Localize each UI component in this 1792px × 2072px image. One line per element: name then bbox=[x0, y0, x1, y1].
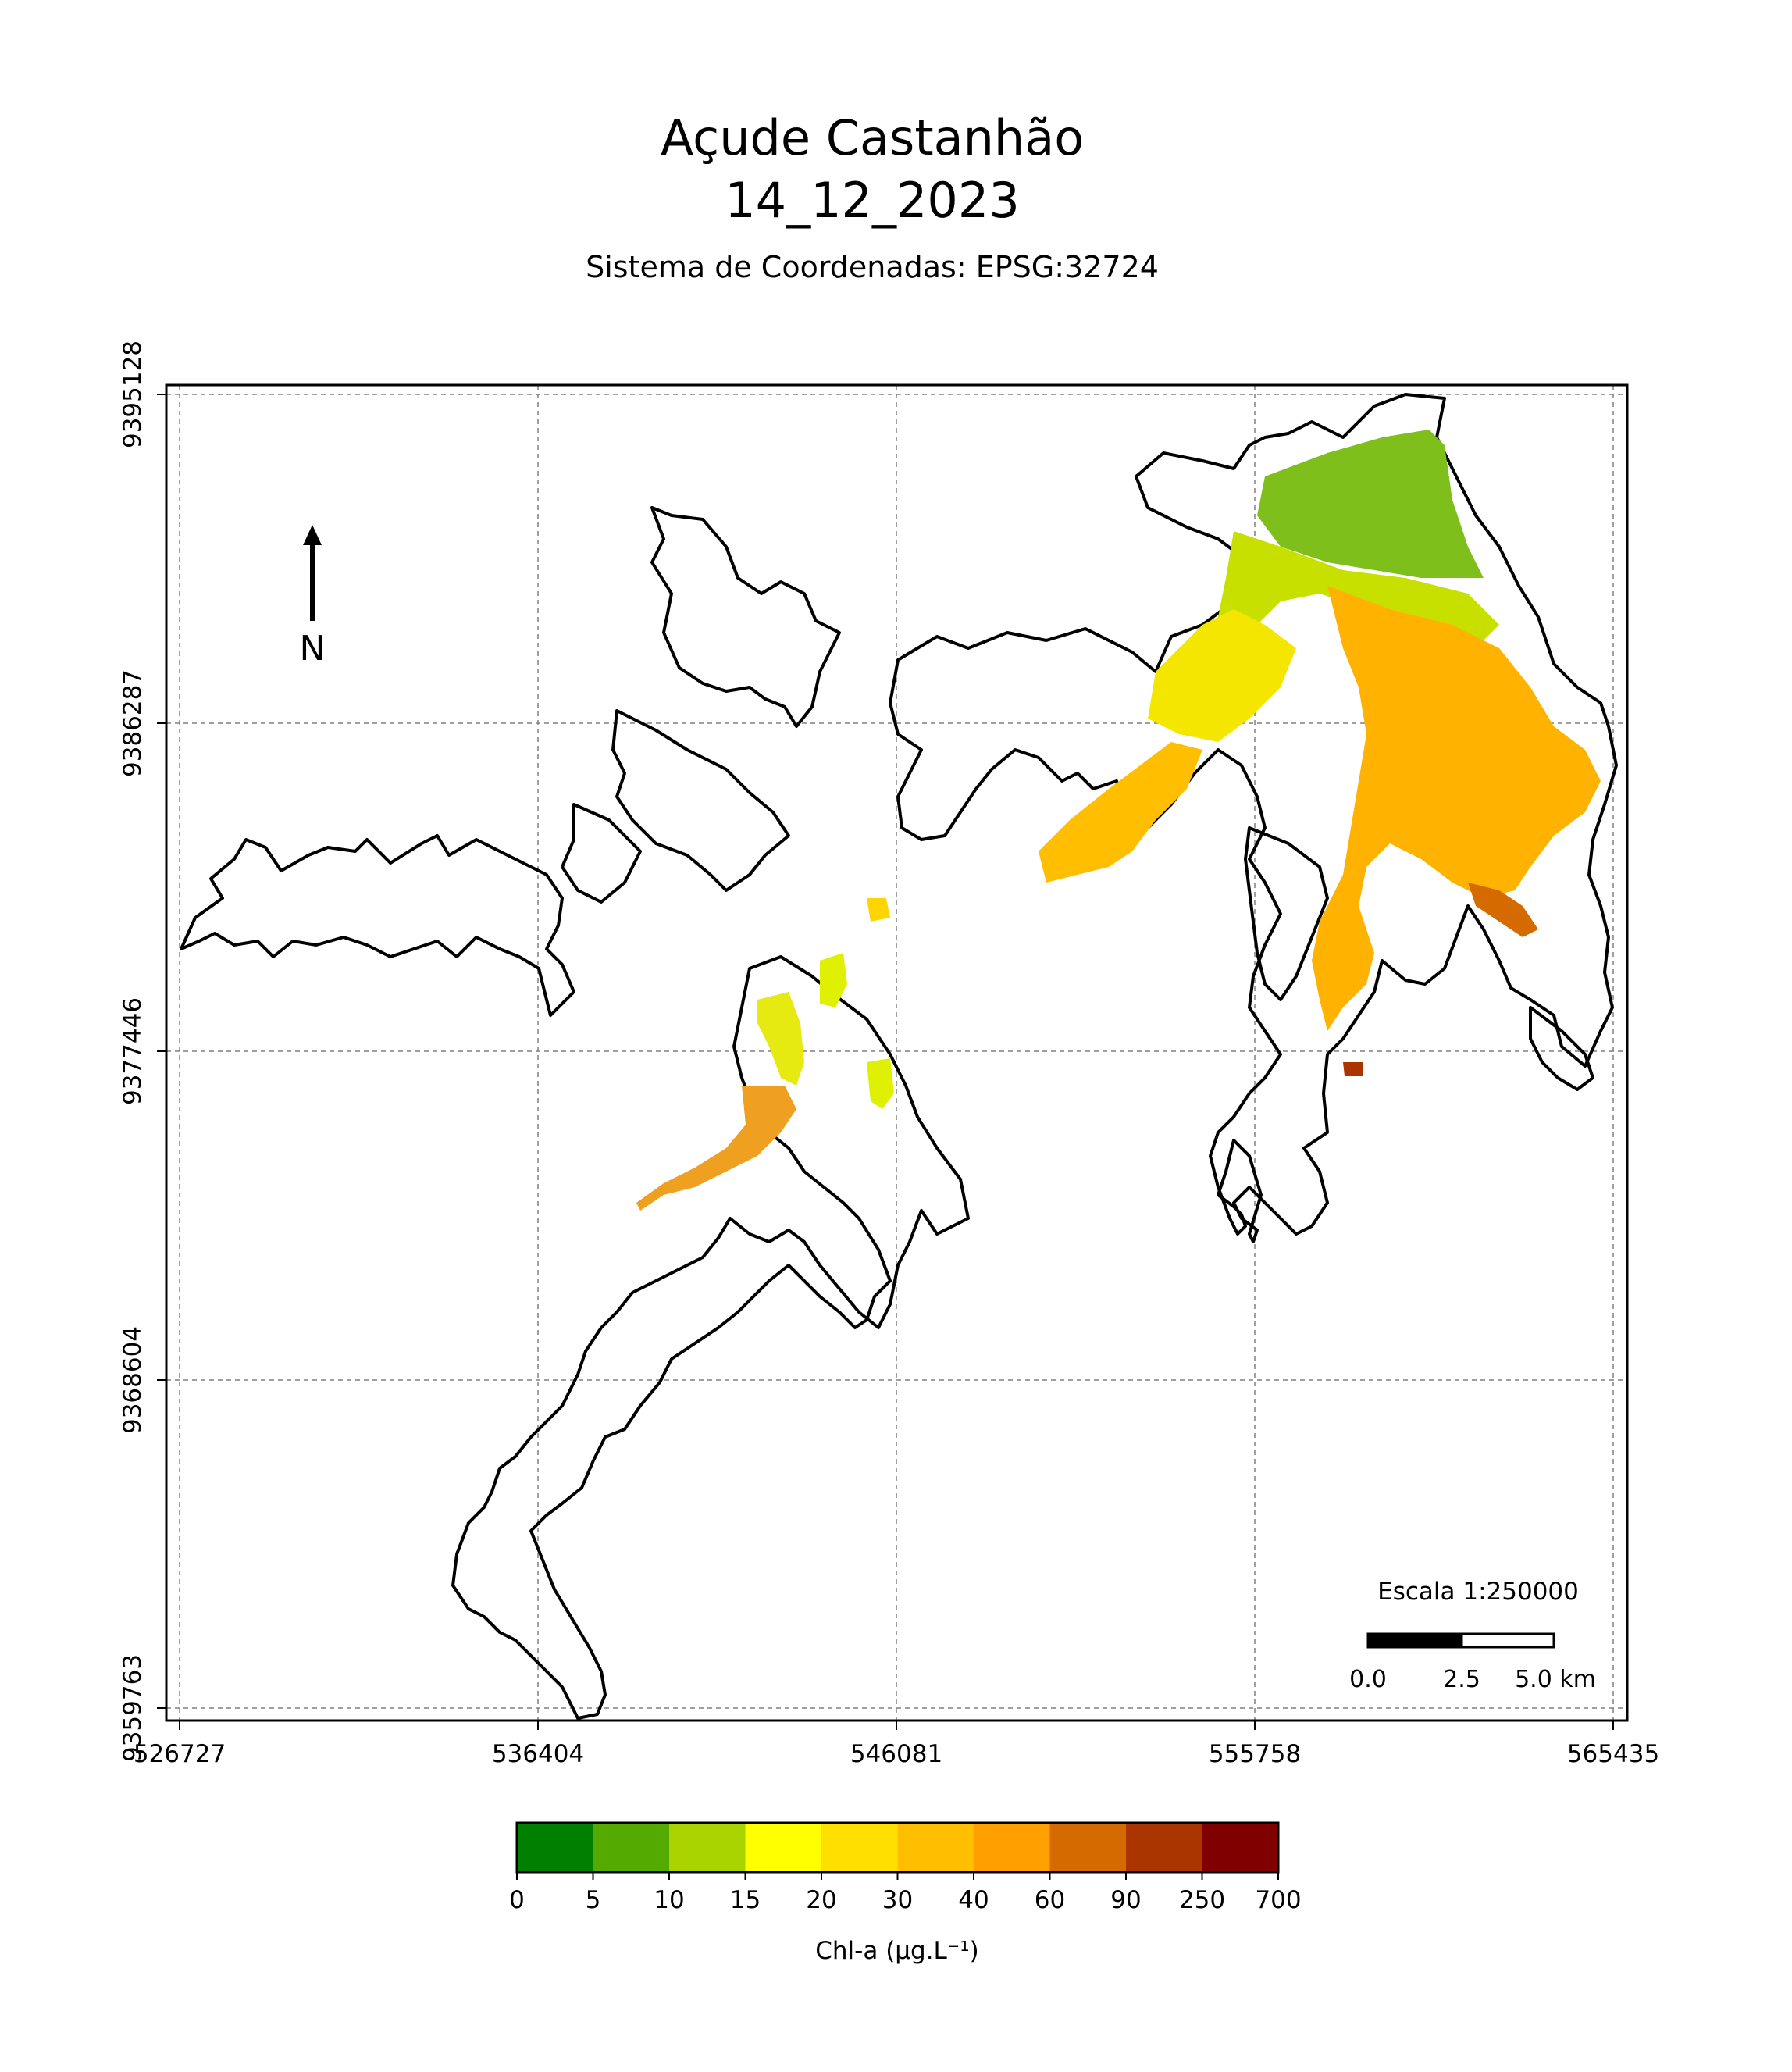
colorbar-swatch bbox=[821, 1823, 898, 1872]
colorbar-tick-label: 30 bbox=[882, 1886, 913, 1914]
colorbar-tick-label: 15 bbox=[730, 1886, 761, 1914]
colorbar-tick-label: 5 bbox=[586, 1886, 601, 1914]
chl-central-island-yellow bbox=[820, 953, 847, 1007]
scale-bar-label-1: 2.5 bbox=[1443, 1666, 1480, 1693]
colorbar-tick-label: 40 bbox=[958, 1886, 989, 1914]
x-tick-label: 526727 bbox=[134, 1740, 226, 1768]
chl-small-orange bbox=[867, 898, 890, 922]
x-axis-tick-labels: 526727 536404 546081 555758 565435 bbox=[134, 1721, 1659, 1768]
x-tick-label: 565435 bbox=[1567, 1740, 1659, 1768]
colorbar-ticks: 0 5 10 15 20 30 40 60 90 250 700 bbox=[509, 1872, 1302, 1914]
y-tick-label: 9368604 bbox=[119, 1326, 147, 1434]
x-tick-label: 555758 bbox=[1209, 1740, 1301, 1768]
north-arrow-label: N bbox=[300, 629, 326, 669]
colorbar-swatches bbox=[517, 1823, 1279, 1872]
map-panel bbox=[165, 383, 1629, 1722]
colorbar-swatch bbox=[669, 1823, 746, 1872]
y-axis-tick-labels: 9395128 9386287 9377446 9368604 9359763 bbox=[119, 341, 166, 1762]
colorbar-tick-label: 60 bbox=[1035, 1886, 1065, 1914]
colorbar-swatch bbox=[1202, 1823, 1279, 1872]
colorbar-tick-label: 250 bbox=[1179, 1886, 1225, 1914]
colorbar-tick-label: 700 bbox=[1255, 1886, 1301, 1914]
x-tick-label: 536404 bbox=[492, 1740, 584, 1768]
reservoir-outline bbox=[180, 393, 1618, 1720]
colorbar-tick-label: 20 bbox=[806, 1886, 836, 1914]
colorbar-swatch bbox=[593, 1823, 670, 1872]
chl-northwest-yellow bbox=[1148, 609, 1296, 742]
x-tick-label: 546081 bbox=[850, 1740, 942, 1768]
colorbar-swatch bbox=[1049, 1823, 1127, 1872]
chl-central-orange bbox=[1039, 742, 1202, 883]
chl-central-small-yellow bbox=[867, 1058, 894, 1109]
colorbar-swatch bbox=[745, 1823, 822, 1872]
y-tick-label: 9395128 bbox=[119, 341, 147, 448]
colorbar-swatch bbox=[897, 1823, 974, 1872]
scale-bar-label-2: 5.0 km bbox=[1515, 1666, 1596, 1693]
y-tick-label: 9386287 bbox=[119, 669, 147, 777]
y-tick-label: 9359763 bbox=[119, 1654, 147, 1762]
y-tick-label: 9377446 bbox=[119, 997, 147, 1105]
chl-northeast-green bbox=[1257, 430, 1484, 578]
chl-red-spot bbox=[1343, 1062, 1363, 1076]
colorbar: 0 5 10 15 20 30 40 60 90 250 700 Chl-a (μg.L⁻¹) bbox=[509, 1821, 1302, 1965]
colorbar-swatch bbox=[974, 1823, 1050, 1872]
chl-southeast-darkorange bbox=[1468, 883, 1538, 937]
north-arrow-head-icon bbox=[303, 525, 322, 545]
scale-bar-label-0: 0.0 bbox=[1349, 1666, 1387, 1693]
colorbar-tick-label: 10 bbox=[654, 1886, 684, 1914]
map-subtitle: Sistema de Coordenadas: EPSG:32724 bbox=[586, 250, 1159, 284]
scale-bar: Escala 1:250000 0.0 2.5 5.0 km bbox=[1349, 1578, 1596, 1693]
scale-bar-segment-black bbox=[1366, 1632, 1463, 1649]
colorbar-swatch bbox=[517, 1823, 593, 1872]
chl-east-orange bbox=[1312, 586, 1601, 1031]
chl-south-arm-orange bbox=[636, 1086, 796, 1211]
map-title-line2: 14_12_2023 bbox=[725, 172, 1020, 229]
map-title-line1: Açude Castanhão bbox=[661, 109, 1084, 166]
chl-south-arm-yellow bbox=[757, 992, 804, 1086]
colorbar-label: Chl-a (μg.L⁻¹) bbox=[815, 1937, 978, 1965]
colorbar-swatch bbox=[1126, 1823, 1202, 1872]
grid-lines bbox=[166, 385, 1627, 1721]
colorbar-tick-label: 0 bbox=[509, 1886, 525, 1914]
chl-north-yellowgreen bbox=[1218, 531, 1499, 640]
north-arrow: N bbox=[300, 525, 326, 669]
colorbar-tick-label: 90 bbox=[1110, 1886, 1141, 1914]
scale-bar-segment-white bbox=[1460, 1632, 1555, 1649]
chlorophyll-raster bbox=[636, 430, 1601, 1211]
scale-bar-title: Escala 1:250000 bbox=[1377, 1578, 1579, 1606]
